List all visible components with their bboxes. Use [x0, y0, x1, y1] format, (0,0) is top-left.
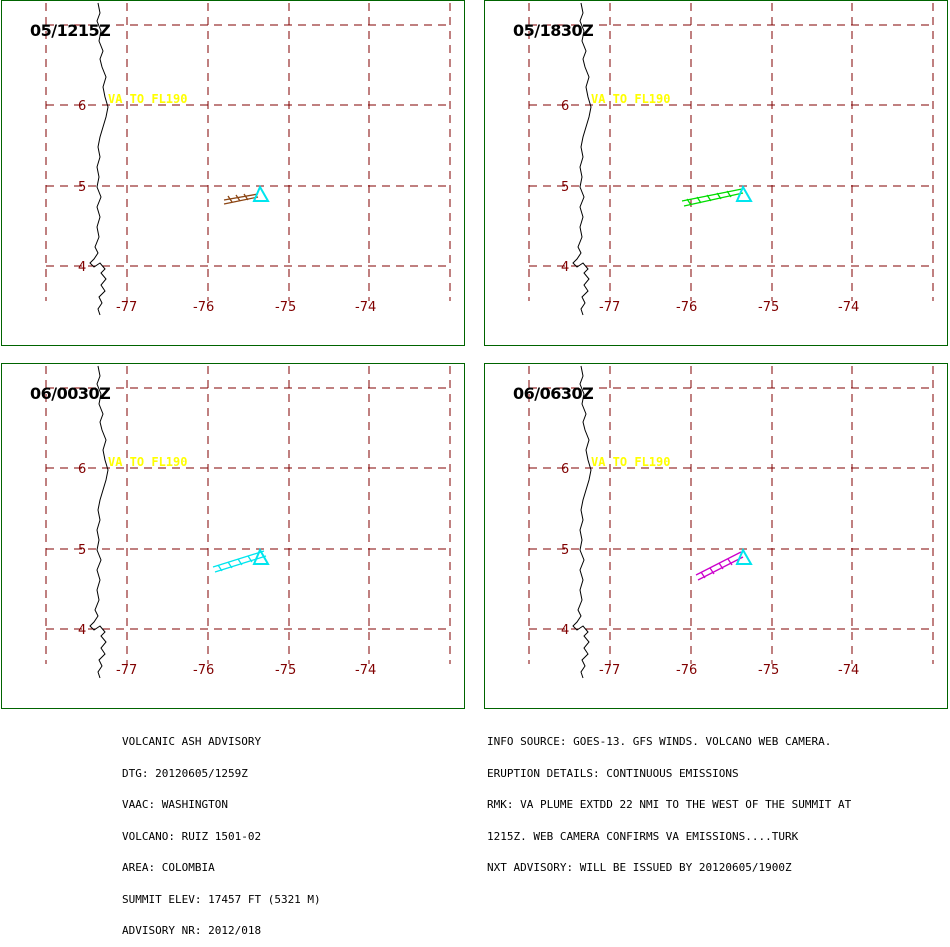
- advisory-right-line: RMK: VA PLUME EXTDD 22 NMI TO THE WEST O…: [487, 798, 852, 811]
- latitude-label: 6: [78, 99, 86, 114]
- coastline: [572, 365, 592, 679]
- ash-plume: [681, 188, 744, 207]
- advisory-left-line: VOLCANO: RUIZ 1501-02: [122, 829, 262, 843]
- longitude-label: -75: [758, 663, 779, 678]
- latitude-label: 5: [561, 543, 569, 558]
- longitude-label: -74: [838, 663, 859, 678]
- advisory-left-block: VOLCANIC ASH ADVISORY DTG: 20120605/1259…: [122, 716, 321, 947]
- latitude-label: 5: [561, 180, 569, 195]
- latitude-label: 6: [561, 99, 569, 114]
- volcano-marker-icon: [735, 184, 753, 202]
- ash-plume: [223, 193, 259, 205]
- advisory-left-line: AREA: COLOMBIA: [122, 861, 215, 874]
- longitude-label: -74: [838, 300, 859, 315]
- panel-time-label: 05/1830Z: [513, 21, 594, 40]
- longitude-label: -75: [275, 300, 296, 315]
- ash-plume: [695, 551, 744, 581]
- longitude-label: -75: [758, 300, 779, 315]
- map-svg: 6 5 4 -77 -76 -75 -74 VA TO FL190: [45, 2, 451, 316]
- advisory-left-line: VOLCANIC ASH ADVISORY: [122, 735, 262, 748]
- panel-time-label: 06/0630Z: [513, 384, 594, 403]
- advisory-left-line: VAAC: WASHINGTON: [122, 798, 228, 811]
- ash-height-label: VA TO FL190: [591, 92, 670, 106]
- advisory-left-line: SUMMIT ELEV: 17457 FT (5321 M): [122, 892, 321, 906]
- map-panel: 6 5 4 -77 -76 -75 -74 VA TO FL190 05/1830Z: [484, 0, 948, 346]
- longitude-label: -76: [676, 663, 697, 678]
- latitude-label: 4: [561, 623, 569, 638]
- coastline: [89, 2, 109, 316]
- longitude-label: -76: [193, 300, 214, 315]
- advisory-right-line: INFO SOURCE: GOES-13. GFS WINDS. VOLCANO…: [487, 735, 832, 748]
- advisory-right-line: ERUPTION DETAILS: CONTINUOUS EMISSIONS: [487, 766, 739, 780]
- volcano-marker-icon: [252, 184, 270, 202]
- map-panel: 6 5 4 -77 -76 -75 -74 VA TO FL190 05/1215Z: [1, 0, 465, 346]
- advisory-right-block: INFO SOURCE: GOES-13. GFS WINDS. VOLCANO…: [487, 716, 851, 884]
- ash-plume: [212, 550, 267, 573]
- latitude-label: 6: [561, 462, 569, 477]
- latitude-label: 4: [78, 623, 86, 638]
- latitude-label: 6: [78, 462, 86, 477]
- advisory-right-line: 1215Z. WEB CAMERA CONFIRMS VA EMISSIONS.…: [487, 829, 799, 843]
- latitude-label: 4: [78, 260, 86, 275]
- ash-height-label: VA TO FL190: [108, 455, 187, 469]
- map-svg: 6 5 4 -77 -76 -75 -74 VA TO FL190: [528, 2, 934, 316]
- longitude-label: -77: [116, 300, 137, 315]
- map-panel: 6 5 4 -77 -76 -75 -74 VA TO FL190 06/0630Z: [484, 363, 948, 709]
- advisory-left-line: DTG: 20120605/1259Z: [122, 766, 248, 780]
- longitude-label: -74: [355, 300, 376, 315]
- volcano-marker-icon: [735, 547, 753, 565]
- ash-height-label: VA TO FL190: [108, 92, 187, 106]
- map-svg: 6 5 4 -77 -76 -75 -74 VA TO FL190: [528, 365, 934, 679]
- longitude-label: -77: [599, 663, 620, 678]
- panel-time-label: 05/1215Z: [30, 21, 111, 40]
- volcano-marker-icon: [252, 547, 270, 565]
- longitude-label: -74: [355, 663, 376, 678]
- coastline: [572, 2, 592, 316]
- longitude-label: -76: [676, 300, 697, 315]
- panel-time-label: 06/0030Z: [30, 384, 111, 403]
- longitude-label: -77: [116, 663, 137, 678]
- map-panel: 6 5 4 -77 -76 -75 -74 VA TO FL190 06/0030Z: [1, 363, 465, 709]
- map-svg: 6 5 4 -77 -76 -75 -74 VA TO FL190: [45, 365, 451, 679]
- latitude-label: 5: [78, 180, 86, 195]
- latitude-label: 5: [78, 543, 86, 558]
- coastline: [89, 365, 109, 679]
- longitude-label: -75: [275, 663, 296, 678]
- longitude-label: -76: [193, 663, 214, 678]
- advisory-left-line: ADVISORY NR: 2012/018: [122, 924, 262, 937]
- latitude-label: 4: [561, 260, 569, 275]
- longitude-label: -77: [599, 300, 620, 315]
- advisory-right-line: NXT ADVISORY: WILL BE ISSUED BY 20120605…: [487, 861, 792, 874]
- ash-height-label: VA TO FL190: [591, 455, 670, 469]
